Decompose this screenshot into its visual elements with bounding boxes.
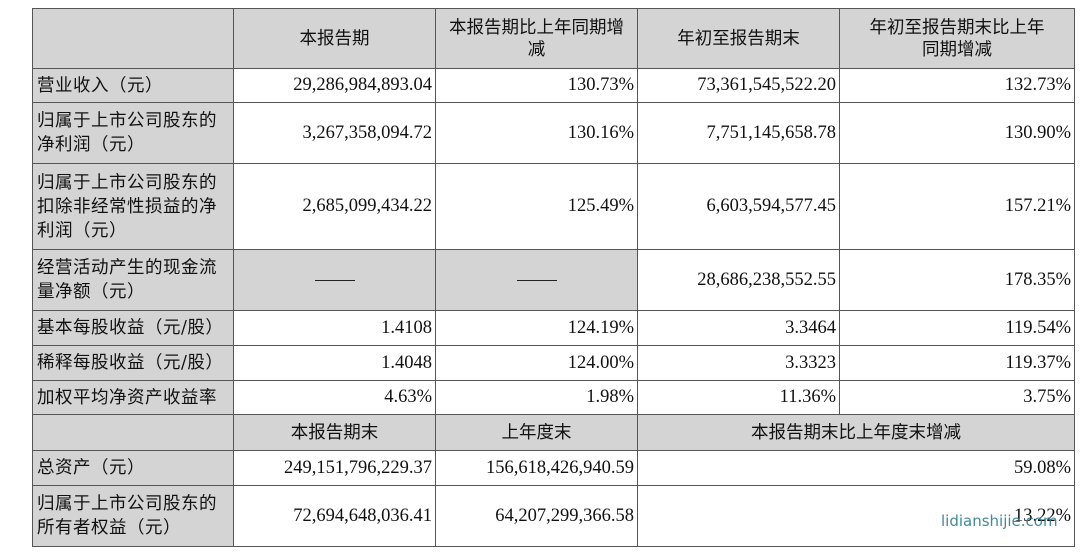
header-text: 本报告期末比上年度末增减 xyxy=(751,422,961,443)
cell-current-change-na xyxy=(436,250,638,311)
header-text-line2: 减 xyxy=(527,40,546,60)
cell-period-end: 72,694,648,036.41 xyxy=(234,486,436,547)
row-label-operating-cash-flow: 经营活动产生的现金流 量净额（元） xyxy=(32,250,234,311)
header-corner-cell xyxy=(32,8,234,69)
label-text: 营业收入（元） xyxy=(37,75,163,96)
header-text: 年初至报告期末 xyxy=(677,28,800,49)
row-label-diluted-eps: 稀释每股收益（元/股） xyxy=(32,346,234,381)
subheader-period-end: 本报告期末 xyxy=(234,415,436,451)
cell-ytd-change: 178.35% xyxy=(840,250,1075,311)
subheader-change-vs-prior-year-end: 本报告期末比上年度末增减 xyxy=(638,415,1075,451)
cell-change: 13.22% xyxy=(638,486,1075,547)
cell-change: 59.08% xyxy=(638,451,1075,486)
label-text-line1: 归属于上市公司股东的 xyxy=(37,494,217,514)
watermark-text: lidianshijie.com xyxy=(941,512,1058,530)
label-text-line2: 量净额（元） xyxy=(37,282,145,302)
cell-ytd-change: 157.21% xyxy=(840,164,1075,250)
header-ytd-change: 年初至报告期末比上年 同期增减 xyxy=(840,8,1075,69)
subheader-corner-cell xyxy=(32,415,234,451)
cell-ytd: 28,686,238,552.55 xyxy=(638,250,840,311)
cell-ytd: 73,361,545,522.20 xyxy=(638,69,840,103)
header-text-line1: 本报告期比上年同期增 xyxy=(449,18,624,38)
cell-current-change: 130.73% xyxy=(436,69,638,103)
label-text: 加权平均净资产收益率 xyxy=(37,387,217,408)
cell-ytd: 11.36% xyxy=(638,381,840,415)
cell-ytd: 6,603,594,577.45 xyxy=(638,164,840,250)
cell-period-end: 249,151,796,229.37 xyxy=(234,451,436,486)
row-label-basic-eps: 基本每股收益（元/股） xyxy=(32,311,234,346)
cell-current-change: 1.98% xyxy=(436,381,638,415)
cell-ytd-change: 130.90% xyxy=(840,103,1075,164)
cell-current-period: 3,267,358,094.72 xyxy=(234,103,436,164)
subheader-prior-year-end: 上年度末 xyxy=(436,415,638,451)
cell-prior-year-end: 64,207,299,366.58 xyxy=(436,486,638,547)
label-text: 稀释每股收益（元/股） xyxy=(37,353,224,373)
dash-placeholder xyxy=(516,279,557,281)
label-text: 总资产（元） xyxy=(37,458,145,478)
header-current-change: 本报告期比上年同期增 减 xyxy=(436,8,638,69)
row-label-weighted-roe: 加权平均净资产收益率 xyxy=(32,381,234,415)
label-text-line2: 扣除非经常性损益的净 xyxy=(37,196,217,217)
header-text: 上年度末 xyxy=(501,422,572,443)
label-text-line2: 所有者权益（元） xyxy=(37,518,181,538)
cell-current-period: 4.63% xyxy=(234,381,436,415)
label-text: 基本每股收益（元/股） xyxy=(37,318,224,338)
header-text-line1: 年初至报告期末比上年 xyxy=(869,18,1045,38)
cell-current-change: 124.00% xyxy=(436,346,638,381)
cell-current-change: 125.49% xyxy=(436,164,638,250)
cell-current-period-na xyxy=(234,250,436,311)
cell-ytd: 3.3464 xyxy=(638,311,840,346)
cell-ytd-change: 132.73% xyxy=(840,69,1075,103)
cell-current-period: 2,685,099,434.22 xyxy=(234,164,436,250)
header-text: 本报告期末 xyxy=(290,422,379,443)
cell-current-period: 29,286,984,893.04 xyxy=(234,69,436,103)
cell-ytd-change: 3.75% xyxy=(840,381,1075,415)
row-label-net-profit-excl-nonrecurring: 归属于上市公司股东的 扣除非经常性损益的净 利润（元） xyxy=(32,164,234,250)
cell-prior-year-end: 156,618,426,940.59 xyxy=(436,451,638,486)
label-text-line2: 净利润（元） xyxy=(37,135,145,155)
header-text-line2: 同期增减 xyxy=(922,40,992,60)
header-text: 本报告期 xyxy=(299,28,370,49)
cell-ytd: 7,751,145,658.78 xyxy=(638,103,840,164)
cell-ytd-change: 119.37% xyxy=(840,346,1075,381)
row-label-total-assets: 总资产（元） xyxy=(32,451,234,486)
cell-current-change: 124.19% xyxy=(436,311,638,346)
dash-placeholder xyxy=(314,279,355,281)
cell-current-period: 1.4048 xyxy=(234,346,436,381)
row-label-revenue: 营业收入（元） xyxy=(32,69,234,103)
header-ytd: 年初至报告期末 xyxy=(638,8,840,69)
row-label-shareholders-equity: 归属于上市公司股东的 所有者权益（元） xyxy=(32,486,234,547)
cell-current-change: 130.16% xyxy=(436,103,638,164)
label-text-line1: 归属于上市公司股东的 xyxy=(37,111,217,131)
cell-ytd-change: 119.54% xyxy=(840,311,1075,346)
row-label-net-profit: 归属于上市公司股东的 净利润（元） xyxy=(32,103,234,164)
label-text-line1: 经营活动产生的现金流 xyxy=(37,258,217,278)
label-text-line3: 利润（元） xyxy=(37,220,127,241)
cell-ytd: 3.3323 xyxy=(638,346,840,381)
header-current-period: 本报告期 xyxy=(234,8,436,69)
cell-current-period: 1.4108 xyxy=(234,311,436,346)
label-text-line1: 归属于上市公司股东的 xyxy=(37,172,217,193)
